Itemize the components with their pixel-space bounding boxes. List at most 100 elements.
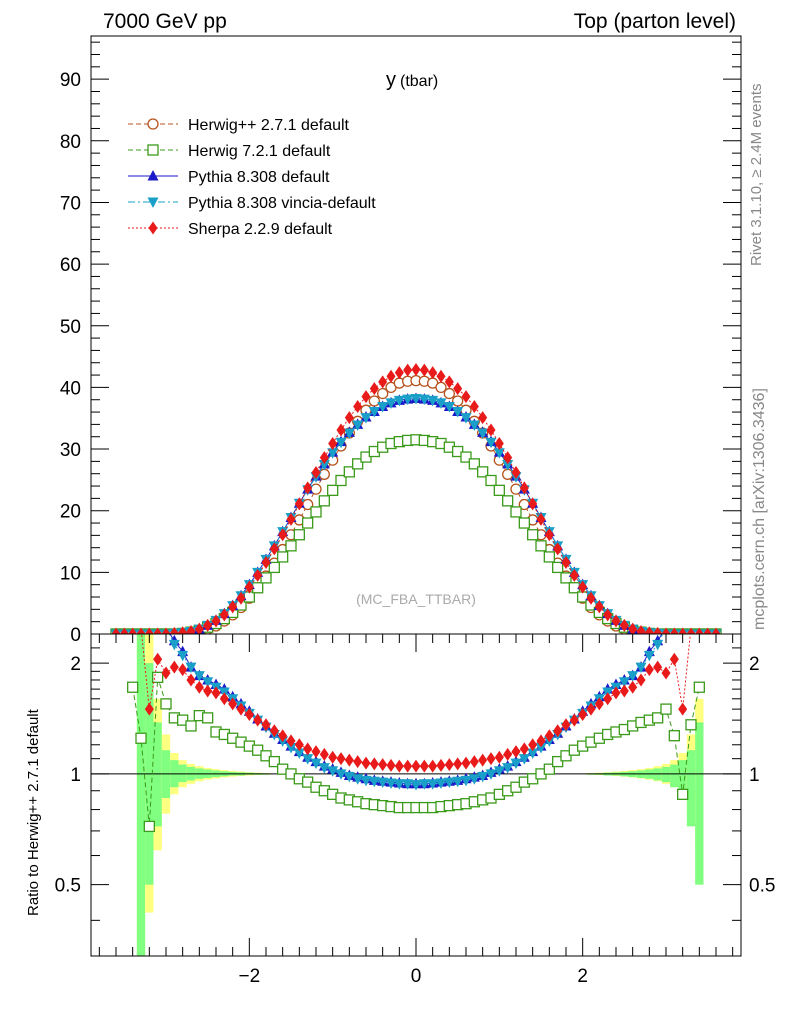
main-data-point xyxy=(343,466,355,478)
main-data-point xyxy=(328,437,338,451)
main-data-point xyxy=(678,627,688,634)
main-data-point xyxy=(443,387,455,400)
ratio-data-point xyxy=(143,820,155,833)
main-data-point xyxy=(485,474,497,487)
main-data-point xyxy=(510,506,522,518)
uncertainty-band-green xyxy=(136,634,146,956)
ratio-data-point xyxy=(528,738,538,752)
legend-marker xyxy=(148,221,158,235)
ratio-data-point xyxy=(494,750,504,764)
ratio-data-point xyxy=(319,747,329,761)
ratio-data-point xyxy=(161,666,171,680)
main-data-point xyxy=(111,627,121,634)
main-data-point xyxy=(303,481,313,495)
uncertainty-band-green xyxy=(653,768,662,781)
main-data-point xyxy=(377,387,389,400)
main-data-point xyxy=(327,448,339,459)
ratio-data-point xyxy=(244,708,254,722)
legend-marker xyxy=(147,144,159,156)
ratio-data-point xyxy=(193,671,205,682)
ratio-data-point xyxy=(303,742,313,756)
uncertainty-band-green xyxy=(670,764,679,788)
main-data-point xyxy=(468,458,480,470)
main-data-point xyxy=(428,366,438,380)
main-data-point xyxy=(161,627,171,634)
y-tick-label: 60 xyxy=(60,255,81,276)
main-data-point xyxy=(310,506,322,518)
ratio-data-point xyxy=(668,730,680,742)
ratio-data-point xyxy=(477,771,489,783)
main-data-point xyxy=(169,626,179,634)
main-data-point xyxy=(253,568,263,582)
ratio-data-point xyxy=(152,671,164,683)
ratio-data-point xyxy=(294,738,304,752)
main-data-point xyxy=(260,572,272,584)
ratio-data-point xyxy=(168,639,180,651)
ratio-data-point xyxy=(427,779,439,790)
y-tick-label: 80 xyxy=(60,132,81,153)
main-data-point xyxy=(286,512,296,526)
main-data-point xyxy=(402,394,414,406)
main-data-point xyxy=(368,395,380,407)
main-data-point xyxy=(369,382,379,396)
ratio-data-point xyxy=(135,732,147,744)
main-data-point xyxy=(203,618,213,632)
ratio-data-point xyxy=(419,759,429,773)
main-data-point xyxy=(569,568,579,582)
mcplots-label: mcplots.cern.ch [arXiv:1306.3436] xyxy=(751,388,768,630)
ratio-series xyxy=(141,634,691,773)
rivet-version-label: Rivet 3.1.10, ≥ 2.4M events xyxy=(748,84,765,267)
ratio-data-point xyxy=(369,757,379,771)
ratio-data-point xyxy=(503,747,513,761)
main-data-point xyxy=(319,451,329,465)
ratio-y-tick-label: 0.5 xyxy=(55,876,81,897)
ratio-data-point xyxy=(436,758,446,772)
ratio-data-point xyxy=(410,780,422,791)
ratio-data-point xyxy=(202,712,214,724)
main-data-point xyxy=(686,627,696,634)
ratio-data-point xyxy=(486,752,496,766)
ratio-data-point xyxy=(561,718,571,732)
main-data-point xyxy=(318,495,330,507)
main-data-point xyxy=(444,375,454,389)
main-data-point xyxy=(228,600,238,614)
main-data-point xyxy=(486,423,496,437)
ratio-data-point xyxy=(536,734,546,748)
ratio-data-point xyxy=(636,673,646,687)
ratio-data-point xyxy=(344,753,354,767)
main-data-point xyxy=(427,395,439,407)
ratio-data-point xyxy=(186,673,196,687)
main-data-point xyxy=(619,618,629,632)
ratio-data-point xyxy=(153,652,163,666)
ratio-data-point xyxy=(544,729,554,743)
uncertainty-band-green xyxy=(695,722,704,885)
ratio-data-point xyxy=(160,698,172,710)
main-data-point xyxy=(536,512,546,526)
legend-label: Pythia 8.308 vincia-default xyxy=(188,195,376,212)
main-data-point xyxy=(453,382,463,396)
main-data-point xyxy=(460,413,472,424)
main-data-point xyxy=(644,626,654,634)
ratio-data-point xyxy=(127,681,139,693)
main-data-point xyxy=(294,497,304,511)
main-data-point xyxy=(469,400,479,414)
ratio-data-point xyxy=(293,748,305,759)
ratio-data-point xyxy=(460,775,472,787)
uncertainty-band-green xyxy=(661,766,671,783)
main-data-point xyxy=(561,555,571,569)
main-data-point xyxy=(244,580,254,594)
ratio-data-point xyxy=(203,684,213,698)
legend-marker xyxy=(147,170,159,181)
main-data-point xyxy=(460,451,472,463)
main-data-point xyxy=(511,465,521,479)
main-data-point xyxy=(353,400,363,414)
main-data-point xyxy=(502,495,514,507)
ratio-data-point xyxy=(202,677,214,688)
main-data-point xyxy=(552,561,564,574)
main-data-point xyxy=(194,622,204,634)
y-tick-label: 40 xyxy=(60,378,81,399)
main-data-point xyxy=(261,555,271,569)
main-data-point xyxy=(268,561,280,574)
main-data-point xyxy=(477,428,489,440)
